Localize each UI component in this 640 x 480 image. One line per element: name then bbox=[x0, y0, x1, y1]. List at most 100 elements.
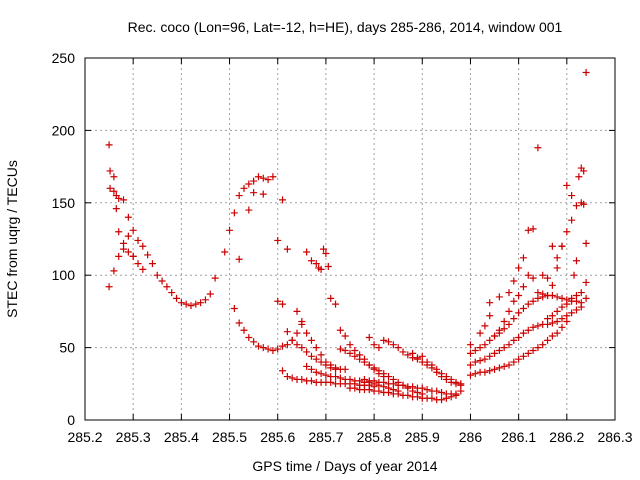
data-point bbox=[264, 345, 272, 353]
data-point bbox=[139, 242, 147, 250]
data-point bbox=[529, 297, 537, 305]
data-point bbox=[471, 370, 479, 378]
data-point bbox=[572, 306, 580, 314]
data-point bbox=[235, 319, 243, 327]
y-tick-label: 50 bbox=[59, 340, 75, 356]
data-point bbox=[438, 370, 446, 378]
data-point bbox=[158, 277, 166, 285]
data-point bbox=[466, 361, 474, 369]
data-point bbox=[356, 377, 364, 385]
data-point bbox=[120, 196, 128, 204]
data-point bbox=[486, 352, 494, 360]
data-point bbox=[327, 361, 335, 369]
data-point bbox=[312, 344, 320, 352]
data-point bbox=[336, 374, 344, 382]
data-point bbox=[124, 248, 132, 256]
data-point bbox=[505, 361, 513, 369]
data-point bbox=[524, 300, 532, 308]
chart-title: Rec. coco (Lon=96, Lat=-12, h=HE), days … bbox=[128, 19, 563, 35]
data-point bbox=[534, 322, 542, 330]
data-point bbox=[558, 242, 566, 250]
data-point bbox=[182, 300, 190, 308]
data-point bbox=[124, 213, 132, 221]
data-point bbox=[375, 367, 383, 375]
data-point bbox=[404, 391, 412, 399]
data-point bbox=[568, 309, 576, 317]
data-point bbox=[544, 274, 552, 282]
data-point bbox=[515, 309, 523, 317]
data-point bbox=[346, 349, 354, 357]
data-point bbox=[534, 344, 542, 352]
data-point bbox=[570, 271, 578, 279]
data-point bbox=[197, 299, 205, 307]
data-point bbox=[370, 377, 378, 385]
data-point bbox=[394, 344, 402, 352]
data-point bbox=[322, 249, 330, 257]
data-point bbox=[433, 365, 441, 373]
data-point bbox=[365, 333, 373, 341]
data-point bbox=[553, 264, 561, 272]
data-point bbox=[312, 260, 320, 268]
data-point bbox=[317, 370, 325, 378]
data-point bbox=[134, 236, 142, 244]
data-point bbox=[259, 174, 267, 182]
data-point bbox=[529, 346, 537, 354]
data-point bbox=[153, 271, 161, 279]
data-point bbox=[563, 181, 571, 189]
data-point bbox=[288, 336, 296, 344]
data-point bbox=[274, 297, 282, 305]
data-point bbox=[385, 373, 393, 381]
x-tick-label: 285.6 bbox=[260, 429, 295, 445]
data-point bbox=[491, 332, 499, 340]
data-point bbox=[418, 352, 426, 360]
data-point bbox=[553, 307, 561, 315]
data-point bbox=[312, 368, 320, 376]
data-point bbox=[500, 325, 508, 333]
data-point bbox=[105, 141, 113, 149]
data-point bbox=[115, 228, 123, 236]
data-point bbox=[399, 348, 407, 356]
data-point bbox=[168, 289, 176, 297]
marker-layer bbox=[105, 68, 590, 404]
data-point bbox=[274, 345, 282, 353]
data-point bbox=[327, 294, 335, 302]
data-point bbox=[380, 378, 388, 386]
data-point bbox=[389, 380, 397, 388]
data-point bbox=[341, 346, 349, 354]
data-point bbox=[110, 173, 118, 181]
data-point bbox=[582, 68, 590, 76]
data-point bbox=[558, 323, 566, 331]
data-point bbox=[380, 370, 388, 378]
data-point bbox=[307, 377, 315, 385]
data-point bbox=[466, 341, 474, 349]
data-point bbox=[558, 303, 566, 311]
data-point bbox=[279, 367, 287, 375]
data-point bbox=[418, 384, 426, 392]
data-point bbox=[582, 239, 590, 247]
data-point bbox=[365, 361, 373, 369]
data-point bbox=[274, 236, 282, 244]
data-point bbox=[235, 255, 243, 263]
grid-layer bbox=[85, 58, 615, 420]
data-point bbox=[572, 291, 580, 299]
data-point bbox=[577, 164, 585, 172]
data-point bbox=[500, 362, 508, 370]
data-point bbox=[519, 305, 527, 313]
data-point bbox=[558, 315, 566, 323]
data-point bbox=[163, 283, 171, 291]
data-point bbox=[307, 257, 315, 265]
data-point bbox=[360, 375, 368, 383]
data-point bbox=[254, 342, 262, 350]
data-point bbox=[283, 341, 291, 349]
data-point bbox=[105, 283, 113, 291]
x-tick-label: 285.5 bbox=[212, 429, 247, 445]
data-point bbox=[524, 326, 532, 334]
data-point bbox=[245, 206, 253, 214]
data-point bbox=[481, 322, 489, 330]
data-point bbox=[307, 336, 315, 344]
data-point bbox=[250, 338, 258, 346]
data-point bbox=[346, 341, 354, 349]
data-point bbox=[394, 390, 402, 398]
